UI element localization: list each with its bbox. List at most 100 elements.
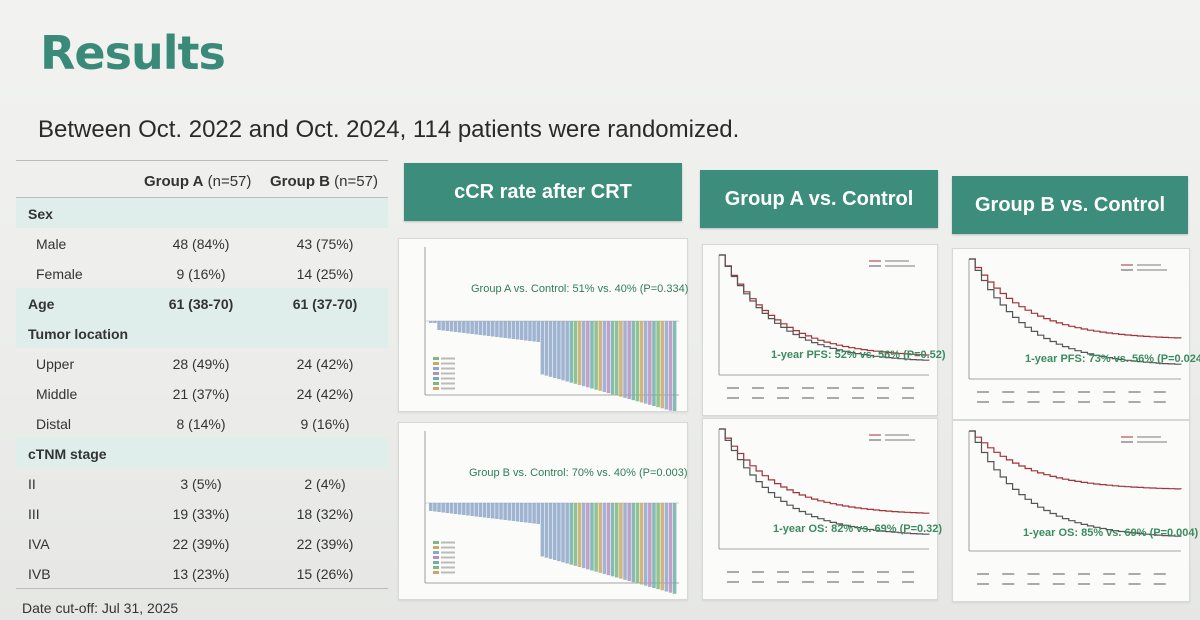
risk-table-cell: [752, 397, 764, 399]
waterfall-bar: [553, 503, 557, 560]
km-plot-group-b-pfs: 1-year PFS: 73% vs. 56% (P=0.024): [952, 248, 1200, 420]
waterfall-bar: [656, 321, 660, 408]
waterfall-bar: [569, 321, 574, 383]
risk-table-cell: [752, 387, 764, 389]
waterfall-bar: [536, 321, 540, 342]
waterfall-bar: [668, 321, 673, 411]
risk-table-cell: [1128, 583, 1141, 585]
km-plot-group-a-os-graphic: [718, 428, 930, 583]
row-group-a-value: 21 (37%): [172, 386, 230, 402]
banner-ccr-rate: cCR rate after CRT: [404, 163, 682, 221]
table-row: II 3 (5%) 2 (4%): [16, 468, 388, 498]
waterfall-bar: [528, 321, 532, 341]
waterfall-bar: [652, 503, 656, 588]
risk-table-cell: [802, 571, 814, 573]
legend-line: [885, 265, 915, 267]
table-row: Middle 21 (37%) 24 (42%): [16, 378, 388, 408]
risk-table-cell: [1002, 573, 1015, 575]
table-row: Tumor location: [16, 318, 388, 348]
legend-line: [441, 541, 455, 544]
waterfall-bar: [470, 503, 474, 516]
legend-line: [885, 260, 909, 262]
row-group-a-value: 3 (5%): [180, 476, 222, 492]
waterfall-plot-group-a-label: Group A vs. Control: 51% vs. 40% (P=0.33…: [471, 283, 689, 295]
waterfall-bar: [569, 503, 574, 565]
row-group-b-value: 61 (37-70): [292, 296, 358, 312]
legend-swatch: [433, 387, 439, 390]
waterfall-bar: [573, 321, 578, 384]
waterfall-bar: [441, 321, 445, 331]
risk-table-cell: [877, 581, 889, 583]
waterfall-bar: [615, 503, 619, 578]
waterfall-bar: [507, 321, 512, 339]
km-curve-control: [719, 428, 930, 535]
waterfall-bar: [503, 503, 507, 520]
waterfall-bar: [449, 321, 454, 332]
waterfall-bar: [457, 321, 462, 333]
legend-swatch: [433, 372, 439, 375]
waterfall-bar: [565, 321, 569, 382]
waterfall-bar: [524, 503, 528, 523]
risk-table-cell: [1103, 573, 1116, 575]
risk-table-cell: [777, 387, 789, 389]
legend-line: [441, 571, 455, 574]
waterfall-bar: [619, 321, 623, 397]
waterfall-bar: [449, 503, 454, 514]
waterfall-bar: [581, 503, 586, 569]
waterfall-bar: [453, 321, 458, 332]
row-label: III: [28, 506, 40, 522]
waterfall-plot-group-a: Group A vs. Control: 51% vs. 40% (P=0.33…: [398, 238, 688, 412]
waterfall-bar: [602, 503, 607, 574]
risk-table-cell: [1078, 573, 1090, 575]
waterfall-bar: [660, 321, 664, 409]
waterfall-bar: [507, 503, 512, 521]
risk-table-cell: [852, 581, 864, 583]
waterfall-bar: [536, 503, 540, 524]
table-row: Female 9 (16%) 14 (25%): [16, 258, 388, 288]
risk-table-cell: [777, 571, 789, 573]
risk-table-cell: [1027, 401, 1040, 403]
row-label: Tumor location: [28, 326, 129, 342]
waterfall-bar: [648, 503, 652, 587]
row-group-a-value: 48 (84%): [172, 236, 230, 252]
waterfall-bar: [648, 321, 652, 405]
row-group-a-value: 9 (16%): [176, 266, 226, 282]
waterfall-bar: [474, 503, 478, 517]
waterfall-bar: [635, 503, 640, 584]
row-label: Male: [36, 236, 67, 252]
legend-line: [441, 377, 455, 380]
row-group-b-value: 9 (16%): [300, 416, 350, 432]
waterfall-bar: [606, 321, 611, 394]
legend-line: [441, 561, 455, 564]
risk-table-cell: [827, 581, 839, 583]
risk-table-cell: [877, 571, 889, 573]
risk-table-cell: [1153, 573, 1166, 575]
waterfall-bar: [466, 503, 470, 516]
legend-line: [441, 372, 455, 375]
row-label: Female: [36, 266, 83, 282]
row-group-b-value: 18 (32%): [296, 506, 354, 522]
legend-swatch: [433, 561, 439, 564]
waterfall-bar: [594, 503, 598, 572]
risk-table-cell: [1103, 401, 1116, 403]
km-curve-group: [969, 430, 1182, 490]
risk-table-cell: [902, 397, 914, 399]
risk-table-cell: [902, 581, 914, 583]
row-label: Middle: [36, 386, 78, 402]
waterfall-bar: [524, 321, 528, 341]
waterfall-bar: [557, 503, 561, 562]
legend-line: [441, 362, 455, 365]
risk-table-cell: [852, 397, 864, 399]
risk-table-cell: [827, 387, 839, 389]
waterfall-bar: [565, 503, 569, 564]
legend-line: [441, 566, 455, 569]
waterfall-bar: [598, 503, 602, 573]
waterfall-bar: [672, 503, 677, 594]
row-group-b-value: 24 (42%): [296, 356, 354, 372]
waterfall-bar: [478, 503, 483, 517]
row-group-a-value: 22 (39%): [172, 536, 230, 552]
risk-table-cell: [1078, 391, 1090, 393]
waterfall-bar: [610, 321, 615, 395]
legend-swatch: [433, 382, 439, 385]
waterfall-bar: [499, 321, 503, 338]
